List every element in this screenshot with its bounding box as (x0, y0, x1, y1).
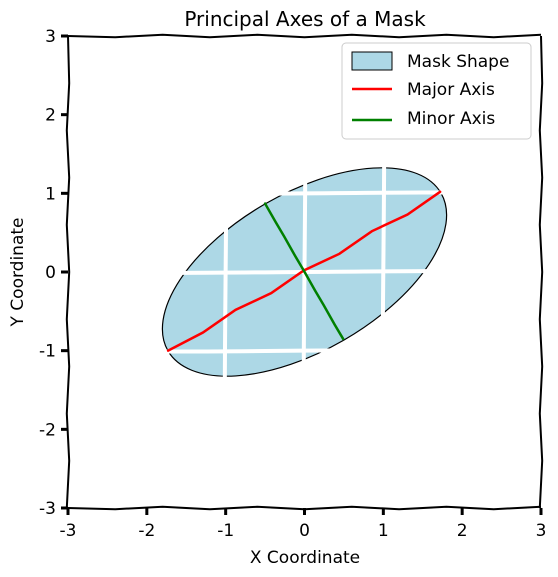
y-tick-label: 2 (45, 106, 56, 126)
y-tick-label: 1 (45, 184, 56, 204)
grid-line-y (67, 190, 542, 197)
legend-minor-label: Minor Axis (407, 109, 495, 129)
chart-title: Principal Axes of a Mask (184, 7, 426, 31)
axis-frame-right (538, 35, 544, 509)
grid-line-x (143, 35, 150, 509)
x-tick-label: -2 (138, 521, 155, 541)
y-tick-label: 0 (45, 263, 56, 283)
x-axis-label: X Coordinate (250, 548, 360, 568)
grid-line-y (67, 347, 542, 354)
plot-area: -3 -2 -1 0 1 2 3 -3 -2 -1 0 1 2 3 (39, 27, 546, 541)
x-tick-label: -3 (60, 521, 77, 541)
grid-line-x (301, 35, 308, 509)
grid-line-y (67, 426, 542, 433)
y-axis-label: Y Coordinate (8, 218, 28, 328)
grid-line-x (222, 35, 229, 509)
x-tick-label: 0 (299, 521, 310, 541)
y-tick-label: -2 (39, 420, 56, 440)
legend-major-label: Major Axis (407, 80, 495, 100)
legend-mask-swatch (351, 51, 393, 71)
axis-frame-top (67, 33, 542, 39)
x-tick-label: -1 (217, 521, 234, 541)
minor-axis-line (263, 202, 345, 341)
x-tick-label: 1 (378, 521, 389, 541)
y-tick-label: -1 (39, 342, 56, 362)
y-tick-label: -3 (39, 499, 56, 519)
x-tick-label: 2 (457, 521, 468, 541)
x-tick-label: 3 (536, 521, 547, 541)
legend: Mask Shape Major Axis Minor Axis (341, 42, 532, 140)
y-tick-label: 3 (45, 27, 56, 47)
legend-mask-label: Mask Shape (407, 52, 509, 72)
